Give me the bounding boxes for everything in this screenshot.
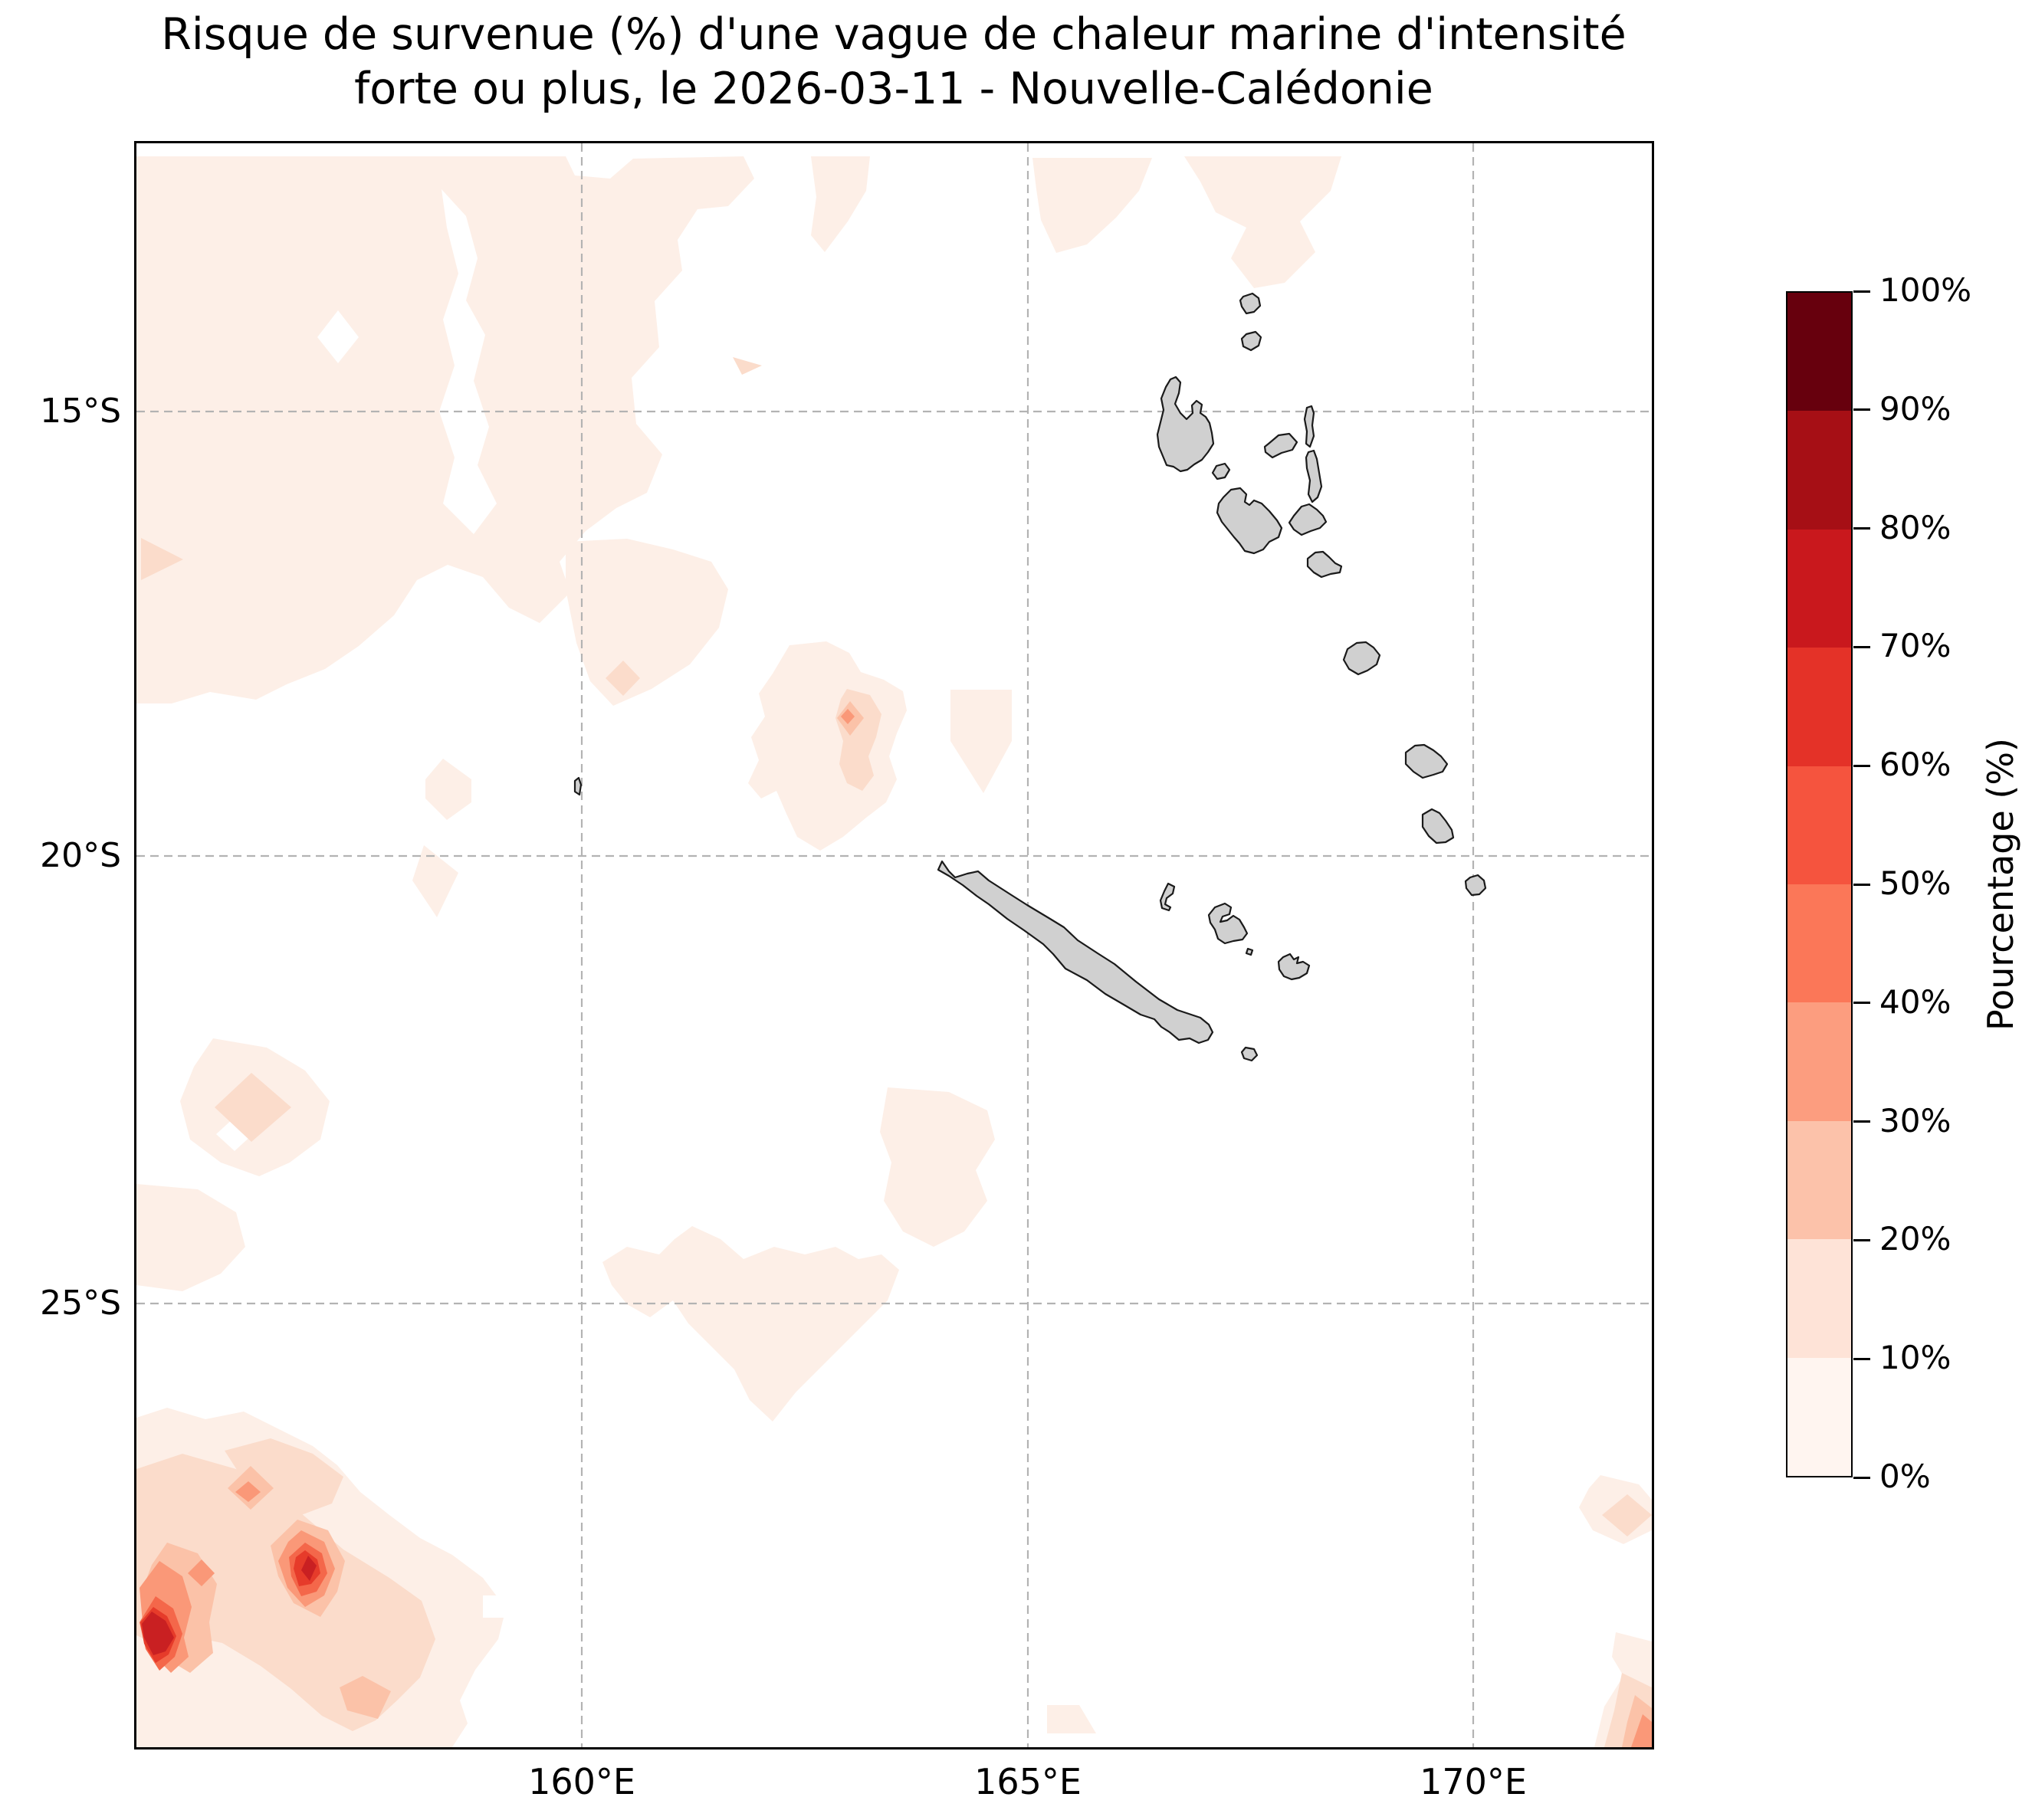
risk-region-L1 xyxy=(748,641,907,851)
island-maewo xyxy=(1303,405,1315,448)
risk-region-L4 xyxy=(235,1481,261,1502)
risk-contour-map xyxy=(136,143,1652,1747)
risk-region-L1 xyxy=(1184,156,1341,288)
island-lifou xyxy=(1207,902,1249,945)
map-plot-area xyxy=(134,141,1654,1749)
colorbar-tick-label: 20% xyxy=(1879,1220,1952,1258)
colorbar-axis-label: Pourcentage (%) xyxy=(1980,738,2021,1031)
risk-region-L2 xyxy=(136,1454,435,1731)
colorbar-segment xyxy=(1787,766,1851,885)
island-tanna xyxy=(1421,808,1455,844)
island-ouvea xyxy=(1159,882,1176,912)
risk-region-L2 xyxy=(1602,1494,1652,1536)
risk-region-L2 xyxy=(215,1073,291,1142)
risk-region-L1 xyxy=(425,759,471,820)
colorbar-tick-mark xyxy=(1853,1357,1870,1360)
island-grande-terre xyxy=(937,860,1214,1044)
island-ile-des-pins xyxy=(1240,1046,1259,1062)
risk-region-L1 xyxy=(950,690,1012,793)
risk-region-L7 xyxy=(142,1612,174,1655)
island-espiritu-santo xyxy=(1156,375,1215,473)
colorbar-segment xyxy=(1787,293,1851,412)
colorbar-tick-mark xyxy=(1853,1238,1870,1241)
chart-title-line-1: Risque de survenue (%) d'une vague de ch… xyxy=(161,9,1627,60)
risk-region-L4 xyxy=(188,1559,215,1586)
chart-title-line-2: forte ou plus, le 2026-03-11 - Nouvelle-… xyxy=(354,64,1433,114)
island-ilot-ouest xyxy=(573,776,583,796)
colorbar-segment xyxy=(1787,648,1851,766)
risk-region-white xyxy=(483,1595,506,1618)
y-tick-label: 20°S xyxy=(40,836,121,875)
y-tick-label: 25°S xyxy=(40,1284,121,1323)
risk-region-L1 xyxy=(880,1087,995,1247)
colorbar-tick-label: 10% xyxy=(1879,1339,1952,1377)
risk-region-L4 xyxy=(1631,1714,1652,1747)
colorbar-segment xyxy=(1787,529,1851,648)
colorbar-segment xyxy=(1787,884,1851,1003)
colorbar-tick-label: 40% xyxy=(1879,982,1952,1021)
risk-region-L2 xyxy=(141,538,183,580)
colorbar-tick-label: 80% xyxy=(1879,508,1952,546)
colorbar-segment xyxy=(1787,1002,1851,1121)
risk-region-L1 xyxy=(602,1226,899,1422)
colorbar-tick-label: 60% xyxy=(1879,746,1952,784)
island-banks-nord xyxy=(1239,292,1262,315)
island-epi xyxy=(1306,550,1343,579)
risk-region-L2 xyxy=(733,357,762,375)
island-efate xyxy=(1342,641,1381,676)
risk-region-L1 xyxy=(412,845,458,917)
colorbar-segment xyxy=(1787,411,1851,530)
risk-region-L1 xyxy=(566,539,728,706)
colorbar-tick-label: 100% xyxy=(1879,271,1972,309)
risk-region-L3 xyxy=(340,1676,391,1719)
colorbar-tick-mark xyxy=(1853,527,1870,530)
colorbar-tick-label: 90% xyxy=(1879,389,1952,428)
island-malakula xyxy=(1216,487,1283,555)
colorbar-tick-mark xyxy=(1853,1002,1870,1005)
risk-region-L1 xyxy=(811,156,870,252)
colorbar-tick-mark xyxy=(1853,1476,1870,1479)
colorbar-segment xyxy=(1787,1357,1851,1477)
colorbar-tick-mark xyxy=(1853,645,1870,648)
colorbar-tick-mark xyxy=(1853,764,1870,767)
risk-region-L1 xyxy=(136,1184,245,1291)
risk-region-L1 xyxy=(1032,158,1152,253)
risk-region-white xyxy=(317,310,359,363)
chart-title: Risque de survenue (%) d'une vague de ch… xyxy=(0,8,1787,116)
colorbar-tick-label: 50% xyxy=(1879,864,1952,902)
island-tiga xyxy=(1245,947,1254,956)
colorbar-tick-mark xyxy=(1853,290,1870,293)
island-erromango xyxy=(1404,743,1449,779)
x-tick-label: 170°E xyxy=(1420,1761,1527,1802)
colorbar-tick-label: 0% xyxy=(1879,1458,1931,1495)
risk-region-L7 xyxy=(301,1556,317,1581)
colorbar-tick-mark xyxy=(1853,1120,1870,1123)
x-tick-label: 160°E xyxy=(528,1761,635,1802)
colorbar-tick-label: 30% xyxy=(1879,1101,1952,1140)
colorbar-segment xyxy=(1787,1120,1851,1240)
island-mare xyxy=(1277,953,1311,981)
x-tick-label: 165°E xyxy=(974,1761,1082,1802)
island-banks-sud xyxy=(1240,330,1262,352)
colorbar-segment xyxy=(1787,1239,1851,1358)
island-ambrym xyxy=(1288,503,1328,536)
risk-region-L1 xyxy=(1047,1705,1096,1733)
colorbar-tick-mark xyxy=(1853,408,1870,412)
risk-region-white xyxy=(439,189,497,534)
island-anatom xyxy=(1464,874,1487,897)
y-tick-label: 15°S xyxy=(40,392,121,431)
island-ambae xyxy=(1263,432,1298,459)
risk-region-L4 xyxy=(841,709,855,724)
colorbar xyxy=(1786,291,1853,1477)
colorbar-tick-label: 70% xyxy=(1879,627,1952,665)
island-malo xyxy=(1211,462,1231,480)
risk-region-L2 xyxy=(225,1438,343,1515)
colorbar-tick-mark xyxy=(1853,883,1870,886)
risk-region-L2 xyxy=(606,661,640,696)
island-pentecote xyxy=(1305,449,1323,503)
